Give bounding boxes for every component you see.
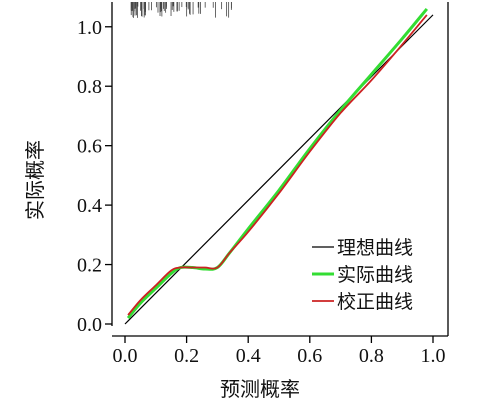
axes: 0.0 0.2 0.4 0.6 0.8 1.0 0.0 0.2 0.4 0.6 0.8 1.0 — [77, 2, 449, 367]
y-tick-label: 0.6 — [77, 136, 102, 158]
x-tick-label: 0.4 — [236, 345, 261, 367]
x-axis-title: 预测概率 — [220, 377, 300, 401]
y-axis-title: 实际概率 — [23, 140, 47, 220]
y-tick-label: 0.0 — [77, 314, 102, 336]
plot-lines — [124, 7, 434, 325]
legend-label-2: 实际曲线 — [337, 264, 413, 286]
y-tick-label: 1.0 — [77, 17, 102, 39]
series-line-1 — [124, 14, 434, 325]
x-tick-label: 0.2 — [174, 345, 199, 367]
x-tick-label: 0.8 — [359, 345, 384, 367]
y-tick-label: 0.8 — [77, 76, 102, 98]
y-tick-label: 0.2 — [77, 255, 102, 277]
legend-label-1: 理想曲线 — [337, 237, 413, 259]
y-tick-label: 0.4 — [77, 195, 102, 217]
x-tick-label: 1.0 — [421, 345, 446, 367]
legend-label-3: 校正曲线 — [337, 291, 413, 313]
rug-marks — [130, 2, 232, 18]
series-line-3 — [127, 14, 428, 316]
x-tick-label: 0.0 — [113, 345, 138, 367]
x-tick-label: 0.6 — [297, 345, 322, 367]
